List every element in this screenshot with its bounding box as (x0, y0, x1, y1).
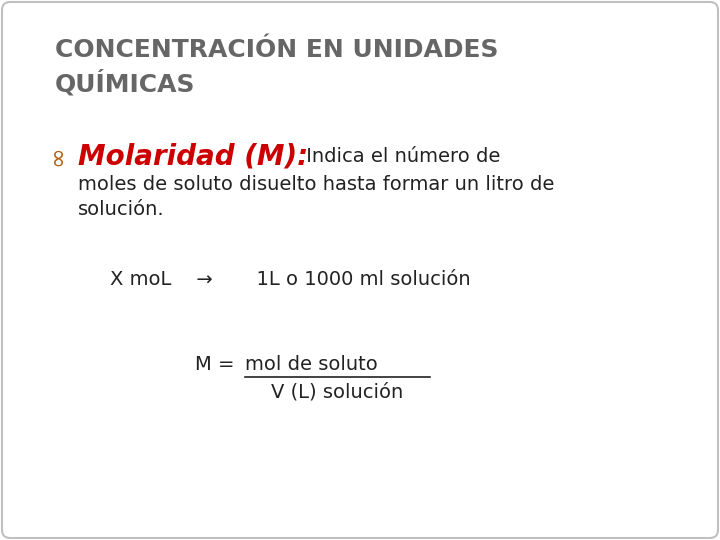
Text: mol de soluto: mol de soluto (245, 355, 378, 374)
Text: X moL    →       1L o 1000 ml solución: X moL → 1L o 1000 ml solución (110, 270, 471, 289)
Text: Molaridad (M):: Molaridad (M): (78, 142, 308, 170)
Text: ∞: ∞ (45, 145, 69, 166)
Text: V (L) solución: V (L) solución (271, 382, 403, 401)
Text: M =: M = (195, 355, 240, 374)
Text: QUÍMICAS: QUÍMICAS (55, 70, 196, 97)
Text: solución.: solución. (78, 200, 165, 219)
Text: CONCENTRACIÓN EN UNIDADES: CONCENTRACIÓN EN UNIDADES (55, 38, 498, 62)
Text: Indica el número de: Indica el número de (300, 147, 500, 166)
Text: moles de soluto disuelto hasta formar un litro de: moles de soluto disuelto hasta formar un… (78, 175, 554, 194)
